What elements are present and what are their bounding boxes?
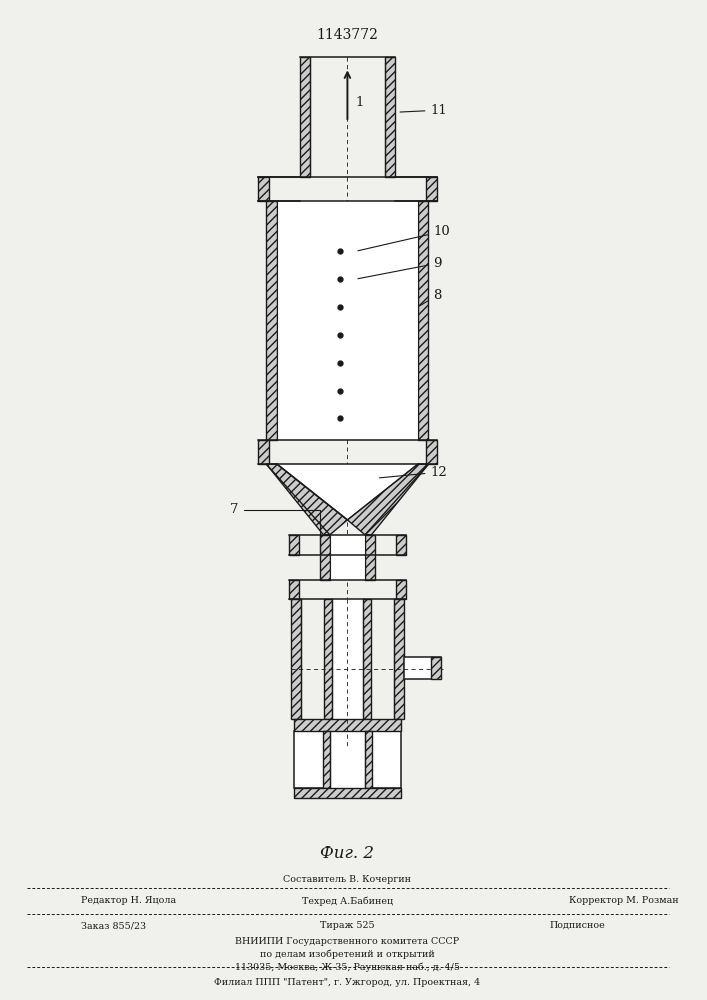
- Text: Филиал ППП "Патент", г. Ужгород, ул. Проектная, 4: Филиал ППП "Патент", г. Ужгород, ул. Про…: [214, 978, 481, 987]
- Polygon shape: [277, 464, 418, 520]
- Bar: [289, 535, 298, 555]
- Text: Составитель В. Кочергин: Составитель В. Кочергин: [284, 875, 411, 884]
- Text: Подписное: Подписное: [549, 921, 605, 930]
- Bar: [293, 719, 401, 731]
- Bar: [396, 580, 406, 599]
- Bar: [404, 657, 441, 679]
- Bar: [395, 599, 404, 719]
- Text: Техред А.Бабинец: Техред А.Бабинец: [302, 896, 393, 906]
- Bar: [291, 599, 300, 719]
- Bar: [267, 201, 277, 440]
- Polygon shape: [267, 464, 330, 535]
- Text: 9: 9: [358, 257, 442, 279]
- Bar: [324, 599, 332, 719]
- Polygon shape: [347, 464, 428, 535]
- Bar: [320, 535, 330, 580]
- Bar: [300, 57, 310, 177]
- Text: 113035, Москва, Ж-35, Раушская наб., д. 4/5: 113035, Москва, Ж-35, Раушская наб., д. …: [235, 963, 460, 972]
- Text: 11: 11: [400, 104, 447, 117]
- Text: Корректор М. Розман: Корректор М. Розман: [569, 896, 679, 905]
- Bar: [289, 580, 298, 599]
- Text: Тираж 525: Тираж 525: [320, 921, 375, 930]
- Bar: [293, 788, 401, 798]
- Bar: [277, 201, 418, 440]
- Text: 12: 12: [380, 466, 447, 479]
- Bar: [332, 599, 363, 719]
- Text: 10: 10: [358, 225, 450, 251]
- Bar: [330, 535, 365, 580]
- Bar: [426, 440, 437, 464]
- Polygon shape: [267, 464, 347, 535]
- Text: по делам изобретений и открытий: по делам изобретений и открытий: [260, 950, 435, 959]
- Text: Заказ 855/23: Заказ 855/23: [81, 921, 146, 930]
- Bar: [363, 599, 371, 719]
- Bar: [257, 440, 269, 464]
- Bar: [396, 535, 406, 555]
- Bar: [385, 57, 395, 177]
- Bar: [365, 535, 375, 580]
- Bar: [365, 731, 372, 788]
- Bar: [293, 731, 401, 788]
- Bar: [323, 731, 330, 788]
- Polygon shape: [365, 464, 428, 535]
- Text: 1: 1: [355, 96, 363, 109]
- Bar: [418, 201, 428, 440]
- Bar: [330, 731, 365, 788]
- Text: Фиг. 2: Фиг. 2: [320, 845, 375, 862]
- Text: 1143772: 1143772: [317, 28, 378, 42]
- Bar: [426, 177, 437, 201]
- Text: 7: 7: [230, 503, 320, 552]
- Bar: [431, 657, 441, 679]
- Bar: [257, 177, 269, 201]
- Text: Редактор Н. Яцола: Редактор Н. Яцола: [81, 896, 176, 905]
- Text: ВНИИПИ Государственного комитета СССР: ВНИИПИ Государственного комитета СССР: [235, 937, 460, 946]
- Text: 8: 8: [420, 289, 442, 306]
